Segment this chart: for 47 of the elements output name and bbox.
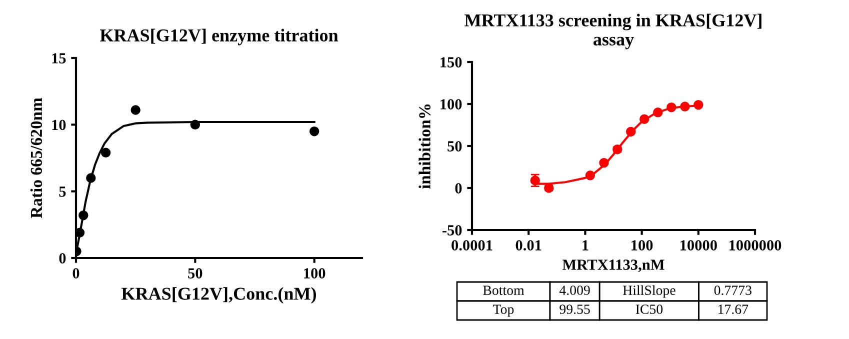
y-tick-label: 15 — [52, 53, 66, 64]
chart-title: KRAS[G12V] enzyme titration — [100, 28, 338, 46]
point — [694, 100, 704, 110]
point — [86, 173, 96, 183]
point — [309, 126, 320, 136]
point — [626, 126, 636, 137]
x-tick-label: 100 — [304, 268, 326, 278]
point — [680, 102, 690, 112]
point — [599, 158, 609, 168]
y-tick-label: 150 — [440, 57, 462, 68]
x-tick-label: 0.01 — [516, 240, 542, 251]
point — [76, 228, 85, 238]
text: Top — [493, 304, 514, 317]
point — [190, 120, 200, 130]
text: 99.55 — [560, 304, 590, 314]
y-tick-label: -50 — [442, 225, 462, 236]
x-tick-label: 1 — [582, 240, 588, 250]
point — [130, 105, 140, 115]
point — [585, 170, 596, 180]
x-tick-label: 100 — [632, 240, 653, 250]
chart-title: MRTX1133 screening in KRAS[G12V] assay — [464, 14, 762, 50]
y-tick-label: 100 — [440, 99, 462, 110]
x-axis-title: MRTX1133,nM — [562, 260, 664, 272]
y-tick-label: 5 — [59, 186, 66, 197]
y-axis-title: Ratio 665/620nm — [30, 98, 42, 218]
y-tick-label: 0 — [59, 253, 66, 264]
x-tick-label: 50 — [188, 268, 202, 278]
x-tick-label: 0 — [72, 268, 80, 278]
x-tick-label: 10000 — [680, 240, 717, 250]
text: HillSlope — [622, 285, 676, 298]
x-axis-title: KRAS[G12V],Conc.(nM) — [122, 287, 316, 304]
point — [100, 148, 111, 158]
x-tick-label: 0.0001 — [452, 240, 492, 251]
y-tick-label: 0 — [455, 183, 462, 194]
point — [653, 108, 663, 118]
y-tick-label: 50 — [448, 141, 462, 152]
text: 4.009 — [559, 286, 590, 296]
text: IC50 — [636, 304, 663, 314]
y-tick-label: 10 — [52, 120, 66, 130]
text: 17.67 — [718, 304, 748, 314]
text: 0.7773 — [714, 286, 752, 296]
point — [78, 210, 88, 220]
x-tick-label: 1000000 — [729, 240, 782, 250]
text: Bottom — [483, 286, 524, 295]
y-axis-title: inhibition% — [418, 104, 430, 189]
point — [639, 114, 650, 124]
point — [666, 102, 676, 112]
